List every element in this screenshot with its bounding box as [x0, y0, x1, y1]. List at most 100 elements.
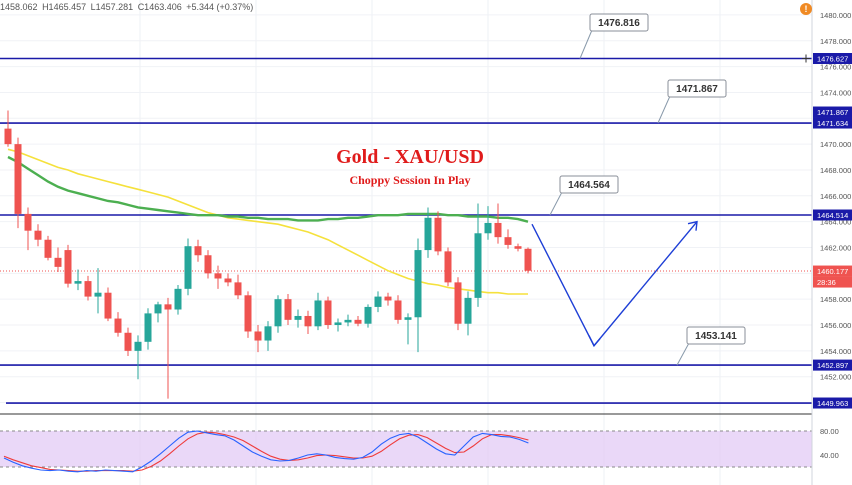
- callout-leader: [657, 95, 671, 124]
- price-tick-label: 1458.000: [820, 295, 851, 304]
- ohlc-close: C1463.406: [137, 2, 182, 12]
- candle-body: [304, 315, 312, 327]
- callout-label: 1453.141: [695, 331, 737, 342]
- price-tick-label: 1470.000: [820, 140, 851, 149]
- level-axis-label: 1452.897: [817, 361, 848, 370]
- alert-icon[interactable]: !: [800, 3, 812, 15]
- candle-body: [64, 250, 72, 284]
- ohlc-change: +5.344 (+0.37%): [186, 2, 254, 12]
- stoch-range-fill: [0, 431, 812, 467]
- level-axis-label: 1471.634: [817, 119, 848, 128]
- countdown-label-bg: [813, 276, 852, 288]
- moving-averages: [7, 148, 529, 295]
- arrowhead-up: [687, 220, 698, 231]
- candle-body: [264, 326, 272, 341]
- current-price-label: 1460.177: [817, 267, 848, 276]
- price-tick-label: 1452.000: [820, 373, 851, 382]
- candle-body: [424, 217, 432, 251]
- oscillator-tick-label: 40.00: [820, 451, 839, 460]
- price-tick-label: 1476.000: [820, 63, 851, 72]
- candle-body: [54, 257, 62, 267]
- countdown-label: 28:36: [817, 278, 836, 287]
- candle-body: [254, 331, 262, 341]
- price-tick-label: 1466.000: [820, 192, 851, 201]
- price-tick-label: 1478.000: [820, 37, 851, 46]
- candle-body: [34, 230, 42, 240]
- candle-body: [404, 317, 412, 320]
- callout-box: [589, 13, 649, 32]
- level-axis-label: 1449.963: [817, 399, 848, 408]
- candle-body: [344, 319, 352, 323]
- callout-leader: [676, 342, 690, 366]
- candle-body: [284, 299, 292, 320]
- candle-body: [334, 322, 342, 326]
- sma-green-line: [7, 155, 529, 223]
- price-tick-label: 1468.000: [820, 166, 851, 175]
- candle-body: [144, 313, 152, 342]
- candle-body: [134, 341, 142, 351]
- candle-body: [14, 144, 22, 214]
- candle-body: [4, 128, 12, 145]
- candle-body: [214, 273, 222, 279]
- callout-label: 1476.816: [598, 18, 640, 29]
- callout-leader: [549, 191, 563, 216]
- candle-body: [294, 315, 302, 320]
- candle-body: [384, 296, 392, 301]
- candle-body: [164, 304, 172, 310]
- candle-body: [354, 319, 362, 324]
- callout-label: 1464.564: [568, 180, 610, 191]
- level-axis-label-bg: [813, 209, 852, 221]
- candle-body: [494, 222, 502, 238]
- candles: [4, 110, 532, 399]
- price-tick-label: 1462.000: [820, 243, 851, 252]
- callout-box: [667, 79, 727, 98]
- candle-body: [154, 304, 162, 314]
- level-axis-label-bg: [813, 397, 852, 409]
- candle-body: [364, 306, 372, 324]
- level-callouts: 1476.816 1471.867 1464.564 1453.141: [549, 13, 746, 366]
- candle-body: [374, 296, 382, 307]
- candle-body: [224, 278, 232, 283]
- stochastic-lines: [3, 430, 529, 473]
- price-tick-label: 1456.000: [820, 321, 851, 330]
- level-axis-label-bg: [813, 117, 852, 129]
- candle-body: [394, 300, 402, 320]
- ohlc-low: L1457.281: [90, 2, 134, 12]
- stochastic-band: [0, 413, 812, 468]
- callout-box: [559, 175, 619, 194]
- candle-body: [104, 292, 112, 319]
- candle-body: [74, 281, 82, 284]
- candle-body: [24, 213, 32, 231]
- candle-body: [124, 332, 132, 351]
- oscillator-tick-label: 80.00: [820, 427, 839, 436]
- price-tick-label: 1464.000: [820, 218, 851, 227]
- candle-body: [184, 246, 192, 289]
- level-axis-label-extra-bg: [813, 106, 852, 118]
- candle-body: [234, 282, 242, 296]
- callout-leader: [579, 29, 593, 59]
- callout-box: [686, 326, 746, 345]
- stoch-k-line: [3, 430, 529, 473]
- candle-body: [84, 281, 92, 297]
- callout-label: 1471.867: [676, 84, 718, 95]
- current-price-label-bg: [813, 265, 852, 277]
- projection-arrows: [531, 220, 698, 347]
- candle-body: [44, 239, 52, 258]
- candle-body: [174, 288, 182, 310]
- candle-body: [514, 246, 522, 249]
- candle-body: [244, 295, 252, 332]
- level-axis-label-bg: [813, 53, 852, 65]
- arrowhead-down: [588, 335, 601, 347]
- candle-body: [484, 222, 492, 234]
- candle-body: [444, 251, 452, 283]
- price-axis[interactable]: 1480.0001478.0001476.0001474.0001472.000…: [802, 0, 852, 485]
- level-axis-label: 1464.514: [817, 211, 848, 220]
- sma-yellow-line: [7, 148, 528, 295]
- chart-subtitle: Choppy Session In Play: [349, 173, 471, 187]
- candle-body: [114, 318, 122, 333]
- candle-body: [504, 237, 512, 245]
- price-tick-label: 1474.000: [820, 88, 851, 97]
- level-axis-label: 1476.627: [817, 55, 848, 64]
- candle-body: [94, 292, 102, 297]
